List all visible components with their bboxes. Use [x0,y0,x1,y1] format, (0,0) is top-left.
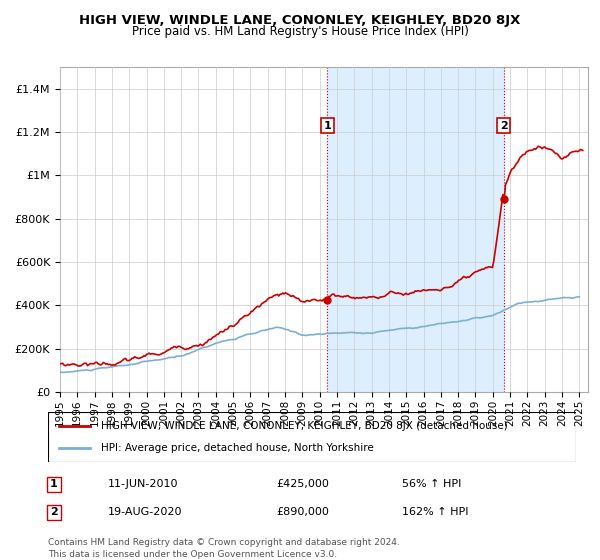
Text: Contains HM Land Registry data © Crown copyright and database right 2024.: Contains HM Land Registry data © Crown c… [48,538,400,547]
Text: £425,000: £425,000 [276,479,329,489]
Text: 1: 1 [323,120,331,130]
Text: 2: 2 [500,120,508,130]
Text: HIGH VIEW, WINDLE LANE, CONONLEY, KEIGHLEY, BD20 8JX (detached house): HIGH VIEW, WINDLE LANE, CONONLEY, KEIGHL… [101,421,508,431]
Text: 162% ↑ HPI: 162% ↑ HPI [402,507,469,517]
Text: £890,000: £890,000 [276,507,329,517]
Bar [327,67,503,392]
Text: Price paid vs. HM Land Registry's House Price Index (HPI): Price paid vs. HM Land Registry's House … [131,25,469,38]
Text: 2: 2 [50,507,58,517]
Text: 19-AUG-2020: 19-AUG-2020 [108,507,182,517]
Text: 1: 1 [50,479,58,489]
Text: 56% ↑ HPI: 56% ↑ HPI [402,479,461,489]
Text: This data is licensed under the Open Government Licence v3.0.: This data is licensed under the Open Gov… [48,550,337,559]
Text: 11-JUN-2010: 11-JUN-2010 [108,479,179,489]
Text: HPI: Average price, detached house, North Yorkshire: HPI: Average price, detached house, Nort… [101,443,374,453]
Text: HIGH VIEW, WINDLE LANE, CONONLEY, KEIGHLEY, BD20 8JX: HIGH VIEW, WINDLE LANE, CONONLEY, KEIGHL… [79,14,521,27]
